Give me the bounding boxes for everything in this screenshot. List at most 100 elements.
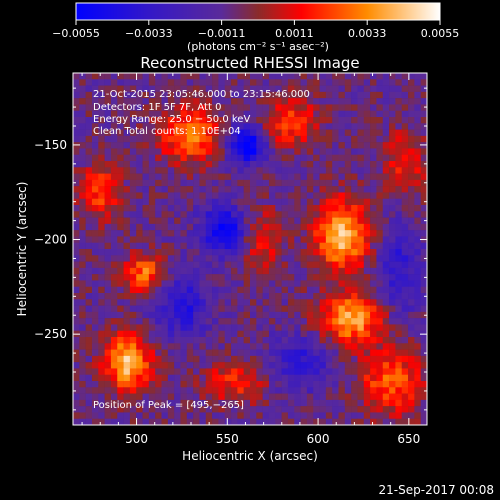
heatmap-cell: [363, 318, 371, 325]
heatmap-cell: [180, 337, 188, 344]
heatmap-cell: [136, 173, 143, 181]
heatmap-cell: [79, 412, 86, 420]
heatmap-cell: [85, 211, 93, 218]
heatmap-cell: [275, 330, 282, 338]
heatmap-cell: [382, 211, 390, 218]
heatmap-cell: [98, 299, 105, 306]
heatmap-cell: [180, 167, 188, 174]
heatmap-cell: [129, 286, 137, 294]
heatmap-cell: [224, 142, 232, 149]
heatmap-cell: [338, 261, 346, 269]
heatmap-cell: [129, 85, 137, 93]
heatmap-cell: [136, 418, 143, 425]
heatmap-cell: [306, 293, 314, 300]
heatmap-cell: [148, 274, 156, 281]
heatmap-cell: [174, 91, 181, 99]
heatmap-cell: [351, 261, 358, 269]
heatmap-cell: [237, 399, 244, 407]
heatmap-cell: [344, 179, 352, 187]
heatmap-cell: [363, 211, 371, 218]
heatmap-cell: [319, 179, 327, 187]
heatmap-cell: [199, 104, 207, 112]
heatmap-cell: [395, 299, 403, 306]
heatmap-cell: [332, 192, 339, 200]
heatmap-cell: [382, 217, 390, 225]
heatmap-cell: [294, 205, 301, 212]
heatmap-cell: [300, 104, 308, 112]
heatmap-cell: [174, 173, 181, 181]
heatmap-cell: [224, 192, 232, 200]
heatmap-cell: [205, 318, 213, 325]
heatmap-cell: [155, 299, 162, 306]
heatmap-cell: [123, 299, 131, 306]
heatmap-cell: [180, 123, 188, 130]
heatmap-cell: [79, 343, 86, 350]
heatmap-cell: [110, 305, 118, 313]
heatmap-cell: [79, 167, 86, 174]
heatmap-cell: [306, 299, 314, 306]
heatmap-cell: [338, 135, 346, 143]
heatmap-cell: [180, 393, 188, 401]
heatmap-cell: [180, 192, 188, 200]
heatmap-cell: [401, 211, 409, 218]
heatmap-cell: [389, 362, 396, 369]
heatmap-cell: [155, 79, 162, 86]
heatmap-cell: [117, 418, 124, 425]
heatmap-cell: [294, 255, 301, 262]
heatmap-cell: [313, 311, 320, 319]
heatmap-cell: [281, 211, 289, 218]
heatmap-cell: [129, 255, 137, 262]
heatmap-cell: [193, 249, 200, 256]
heatmap-cell: [389, 79, 396, 86]
heatmap-cell: [193, 91, 200, 99]
heatmap-cell: [98, 280, 105, 288]
heatmap-cell: [224, 117, 232, 124]
heatmap-cell: [281, 135, 289, 143]
heatmap-cell: [300, 261, 308, 269]
heatmap-cell: [224, 217, 232, 225]
heatmap-cell: [136, 205, 143, 212]
heatmap-cell: [167, 91, 175, 99]
heatmap-cell: [199, 135, 207, 143]
heatmap-cell: [389, 242, 396, 250]
x-axis-ticks: 500 550 600 650: [81, 73, 428, 446]
heatmap-cell: [300, 362, 308, 369]
heatmap-cell: [294, 154, 301, 162]
heatmap-cell: [414, 311, 421, 319]
heatmap-cell: [389, 261, 396, 269]
heatmap-cell: [382, 242, 390, 250]
heatmap-cell: [79, 406, 86, 413]
heatmap-cell: [174, 337, 181, 344]
heatmap-cell: [174, 324, 181, 332]
heatmap-cell: [294, 242, 301, 250]
heatmap-cell: [414, 142, 421, 149]
heatmap-cell: [180, 286, 188, 294]
heatmap-cell: [79, 274, 86, 281]
heatmap-cell: [161, 85, 169, 93]
heatmap-cell: [313, 330, 320, 338]
heatmap-cell: [332, 318, 339, 325]
heatmap-cell: [319, 374, 327, 382]
heatmap-cell: [338, 343, 346, 350]
heatmap-cell: [73, 324, 80, 332]
heatmap-cell: [79, 117, 86, 124]
heatmap-cell: [91, 205, 99, 212]
heatmap-cell: [237, 330, 244, 338]
heatmap-cell: [344, 305, 352, 313]
heatmap-cell: [287, 399, 295, 407]
heatmap-cell: [212, 129, 219, 137]
heatmap-cell: [73, 205, 80, 212]
heatmap-cell: [79, 330, 86, 338]
heatmap-cell: [338, 79, 346, 86]
heatmap-cell: [237, 123, 244, 130]
heatmap-cell: [161, 362, 169, 369]
heatmap-cell: [376, 236, 384, 244]
heatmap-cell: [325, 387, 333, 394]
heatmap-cell: [376, 274, 384, 281]
heatmap-cell: [231, 129, 238, 137]
heatmap-cell: [268, 381, 276, 388]
heatmap-cell: [382, 154, 390, 162]
heatmap-cell: [401, 274, 409, 281]
heatmap-cell: [129, 135, 137, 143]
heatmap-cell: [376, 318, 384, 325]
